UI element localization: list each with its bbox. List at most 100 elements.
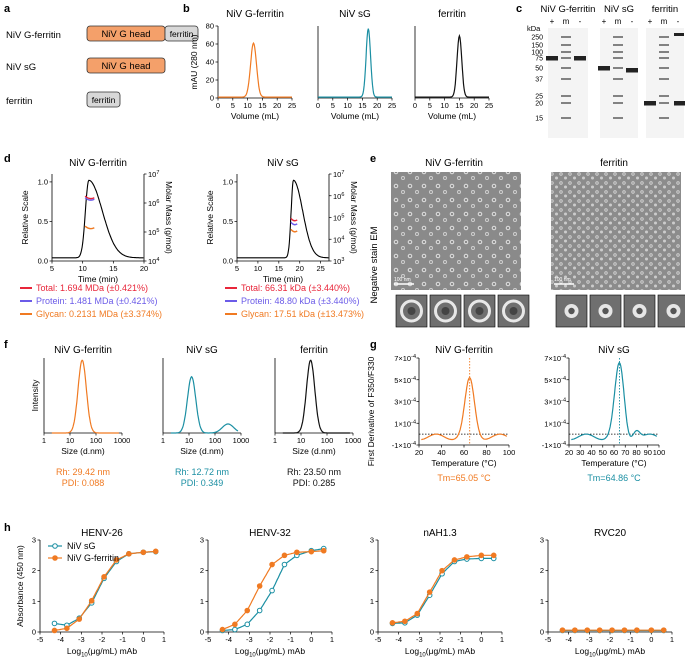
y-tick-label: 2 [32,566,36,575]
protein-band [574,56,586,61]
em-particle-core [568,307,575,315]
x-axis-label: Size (d.nm) [292,446,336,456]
x-axis-label: Volume (mL) [428,111,476,121]
ladder-band [561,95,571,97]
em-particle-core [509,307,518,315]
y2-tick-label: 106 [148,199,159,208]
elisa-chart-3: RVC20 -5 -4 -3 -2 -1 0 1 0 1 2 3 Log10(μg/mL) mAb [540,528,674,659]
elisa-point-Gf [281,552,288,559]
x-tick-label: 5 [331,101,335,110]
ladder-band [613,95,623,97]
legend-text: Protein: 1.481 MDa (±0.421%) [36,296,158,306]
y-tick-label: 2 [540,566,544,575]
ladder-band [613,102,623,104]
x-tick-label: -4 [225,635,232,644]
x-axis-label: Log10(μg/mL) mAb [67,646,137,659]
ladder-band [613,44,623,46]
ladder-band [561,57,571,59]
ladder-band [561,51,571,53]
molar-mass-trace-orange [290,228,298,233]
y-tick-label: -1×10-4 [392,441,416,450]
construct-label: NiV sG [6,62,36,73]
x-tick-label: 0 [413,101,417,110]
chart-title: ferritin [438,9,466,20]
em-micrograph-niv-g-ferritin [391,172,521,290]
ferritin-block [86,91,121,108]
x-tick-label: 15 [358,101,366,110]
mw-marker-label: 15 [535,116,543,123]
x-tick-label: 1000 [345,436,362,445]
x-tick-label: -5 [545,635,552,644]
elisa-chart-0: HENV-26 -5 -4 -3 -2 -1 0 1 0 1 2 3 Log10(μg/mL) mAb A… [15,528,166,659]
mw-marker-label: 25 [535,94,543,101]
x-tick-label: 20 [470,101,478,110]
ladder-band [659,44,669,46]
panel-letter-b: b [183,3,190,15]
y-tick-label: 5×10-4 [544,376,566,385]
y-tick-label: 2 [200,566,204,575]
dls-chart-f2: NiV sG 1 10 100 1000 Size (d.nm) Rh: 12.72 nmP… [161,345,249,488]
x-tick-label: -1 [287,635,294,644]
ladder-band [613,67,623,69]
y2-tick-label: 106 [333,192,344,201]
panel-a-constructs: NiV G-ferritin NiV G head ferritin NiV s… [6,25,199,108]
x-tick-label: 1000 [114,436,131,445]
x-tick-label: 15 [275,264,283,273]
x-axis-label: Log10(μg/mL) mAb [235,646,305,659]
ladder-band [561,102,571,104]
mw-marker-label: 100 [531,50,543,57]
x-tick-label: -4 [395,635,402,644]
x-axis-label: Temperature (°C) [431,458,496,468]
y-axis-label: Relative Scale [20,190,30,245]
em-particle [434,299,457,323]
x-tick-label: 1 [42,436,46,445]
x-tick-label: 0 [141,635,145,644]
y2-axis-label: Molar Mass (g/mol) [164,181,174,254]
ladder-band [659,67,669,69]
elisa-point-sG [232,626,238,633]
x-tick-label: 0 [479,635,483,644]
elisa-point-Gf [660,627,667,633]
x-axis-label: Size (d.nm) [180,446,224,456]
x-tick-label: 100 [90,436,103,445]
gel-title: ferritin [652,4,678,15]
y-tick-label: 0 [200,628,204,637]
x-tick-label: 0 [309,635,313,644]
y-axis-label: First Derivative of F350/F330 [366,356,376,466]
ladder-band [561,44,571,46]
rh-value: Rh: 12.72 nm [175,467,229,477]
elisa-point-Gf [140,549,147,556]
x-tick-label: 0 [316,101,320,110]
chart-title: NiV G-ferritin [69,158,127,169]
y-tick-label: -1×10-4 [542,441,566,450]
protein-band [598,66,610,71]
ladder-band [659,117,669,119]
chart-title: NiV G-ferritin [54,345,112,356]
pdi-value: PDI: 0.088 [62,478,105,488]
dsf-chart-g1: NiV G-ferritin 20 40 60 80 100 7×10-4 5×10-4 3×1… [366,345,515,483]
y-tick-label: 1.0 [38,177,48,186]
x-tick-label: 20 [565,448,573,457]
rh-value: Rh: 23.50 nm [287,467,341,477]
ladder-band [659,36,669,38]
secmals-chart-d2: NiV sG 5 10 15 20 25 0.0 0.5 1.0 103 104 105 106 107 R… [205,158,364,319]
x-axis-label: Volume (mL) [331,111,379,121]
em-side-label: Negative stain EM [369,226,380,303]
y-tick-label: 0 [210,94,214,103]
ferritin-block [164,25,199,42]
y-tick-label: 1.0 [223,177,233,186]
elisa-point-sG [256,607,263,614]
y-tick-label: 0.0 [38,257,48,266]
y-tick-label: 1 [370,597,374,606]
gel-title: NiV sG [604,4,634,15]
secmals-chart-d1: NiV G-ferritin 5 10 15 20 0.0 0.5 1.0 104 105 106 1… [20,158,174,319]
chart-title: NiV sG [267,158,299,169]
ladder-band [613,36,623,38]
scale-bar-label: 100 nm [394,277,411,283]
y-tick-label: 80 [206,22,214,31]
elisa-point-Gf [126,551,132,557]
panel-letter-e: e [370,153,376,165]
elisa-point-sG [281,561,288,568]
y2-axis-label: Molar Mass (g/mol) [349,181,359,254]
